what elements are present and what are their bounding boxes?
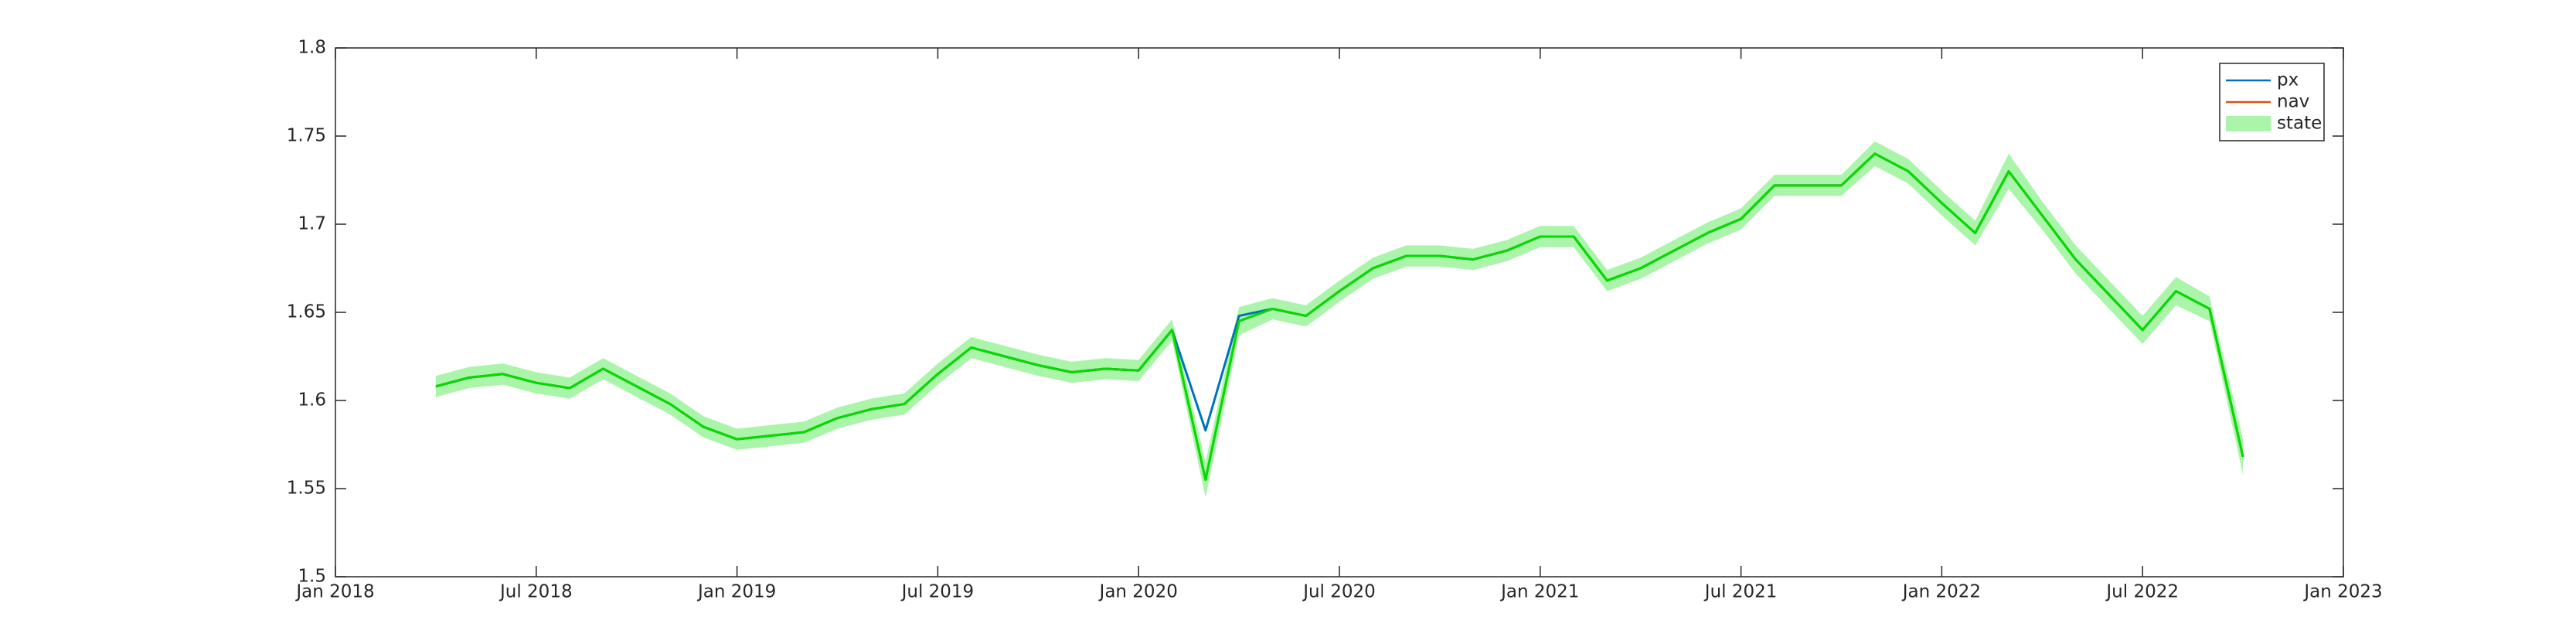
x-tick-label: Jul 2020 — [1302, 582, 1376, 602]
y-tick-label: 1.65 — [287, 302, 326, 322]
y-tick-label: 1.55 — [287, 479, 326, 499]
x-tick-label: Jul 2021 — [1703, 582, 1778, 602]
x-tick-label: Jan 2020 — [1098, 582, 1178, 602]
y-tick-label: 1.75 — [287, 126, 326, 146]
x-tick-label: Jan 2023 — [2302, 582, 2382, 602]
plot-area — [335, 48, 2343, 577]
x-tick-label: Jan 2021 — [1499, 582, 1579, 602]
x-tick-label: Jan 2019 — [696, 582, 776, 602]
legend-label: state — [2277, 114, 2322, 134]
legend-label: px — [2277, 70, 2299, 90]
x-tick-label: Jul 2018 — [499, 582, 573, 602]
legend-swatch — [2226, 116, 2271, 131]
series-line — [435, 152, 2244, 482]
legend-label: nav — [2277, 92, 2309, 112]
y-tick-label: 1.8 — [298, 38, 326, 58]
x-tick-label: Jul 2019 — [900, 582, 975, 602]
x-tick-label: Jul 2022 — [2105, 582, 2179, 602]
x-tick-label: Jan 2022 — [1901, 582, 1981, 602]
state-band — [435, 141, 2244, 498]
y-tick-label: 1.6 — [298, 390, 326, 411]
x-tick-label: Jan 2018 — [294, 582, 374, 602]
y-tick-label: 1.7 — [298, 214, 326, 234]
y-tick-label: 1.5 — [298, 567, 326, 587]
